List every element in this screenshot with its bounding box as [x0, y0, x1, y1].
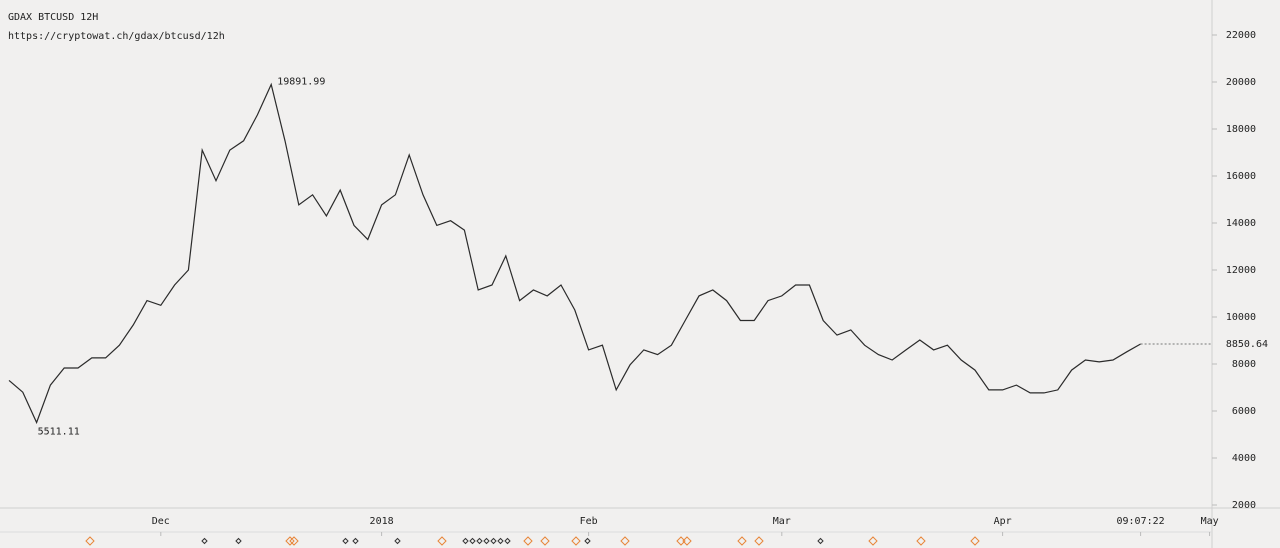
x-tick-label: Feb: [580, 516, 598, 527]
chart-title: GDAX BTCUSD 12H: [8, 12, 98, 23]
y-tick-label: 22000: [1226, 30, 1256, 41]
y-tick-label: 18000: [1226, 124, 1256, 135]
x-tick-label: Apr: [994, 516, 1012, 527]
y-tick-label: 12000: [1226, 265, 1256, 276]
orange-marker: [85, 536, 980, 546]
y-tick-label: 2000: [1232, 500, 1256, 511]
x-tick-label: 09:07:22: [1117, 516, 1165, 527]
y-tick-label: 10000: [1226, 312, 1256, 323]
y-tick-label: 8000: [1232, 359, 1256, 370]
x-tick-label: 2018: [370, 516, 394, 527]
last-price-label: 8850.64: [1226, 339, 1268, 350]
price-line: [8, 82, 1141, 425]
y-tick-label: 6000: [1232, 406, 1256, 417]
black-marker: [201, 537, 824, 545]
y-tick-label: 14000: [1226, 218, 1256, 229]
event-markers: [85, 536, 980, 546]
x-tick-label: Mar: [773, 516, 791, 527]
high-label: 19891.99: [277, 77, 325, 88]
y-tick-label: 4000: [1232, 453, 1256, 464]
x-tick-label: May: [1201, 516, 1219, 527]
y-tick-label: 16000: [1226, 171, 1256, 182]
y-tick-label: 20000: [1226, 77, 1256, 88]
x-tick-label: Dec: [152, 516, 170, 527]
chart-subtitle: https://cryptowat.ch/gdax/btcusd/12h: [8, 31, 225, 42]
low-label: 5511.11: [38, 426, 80, 437]
